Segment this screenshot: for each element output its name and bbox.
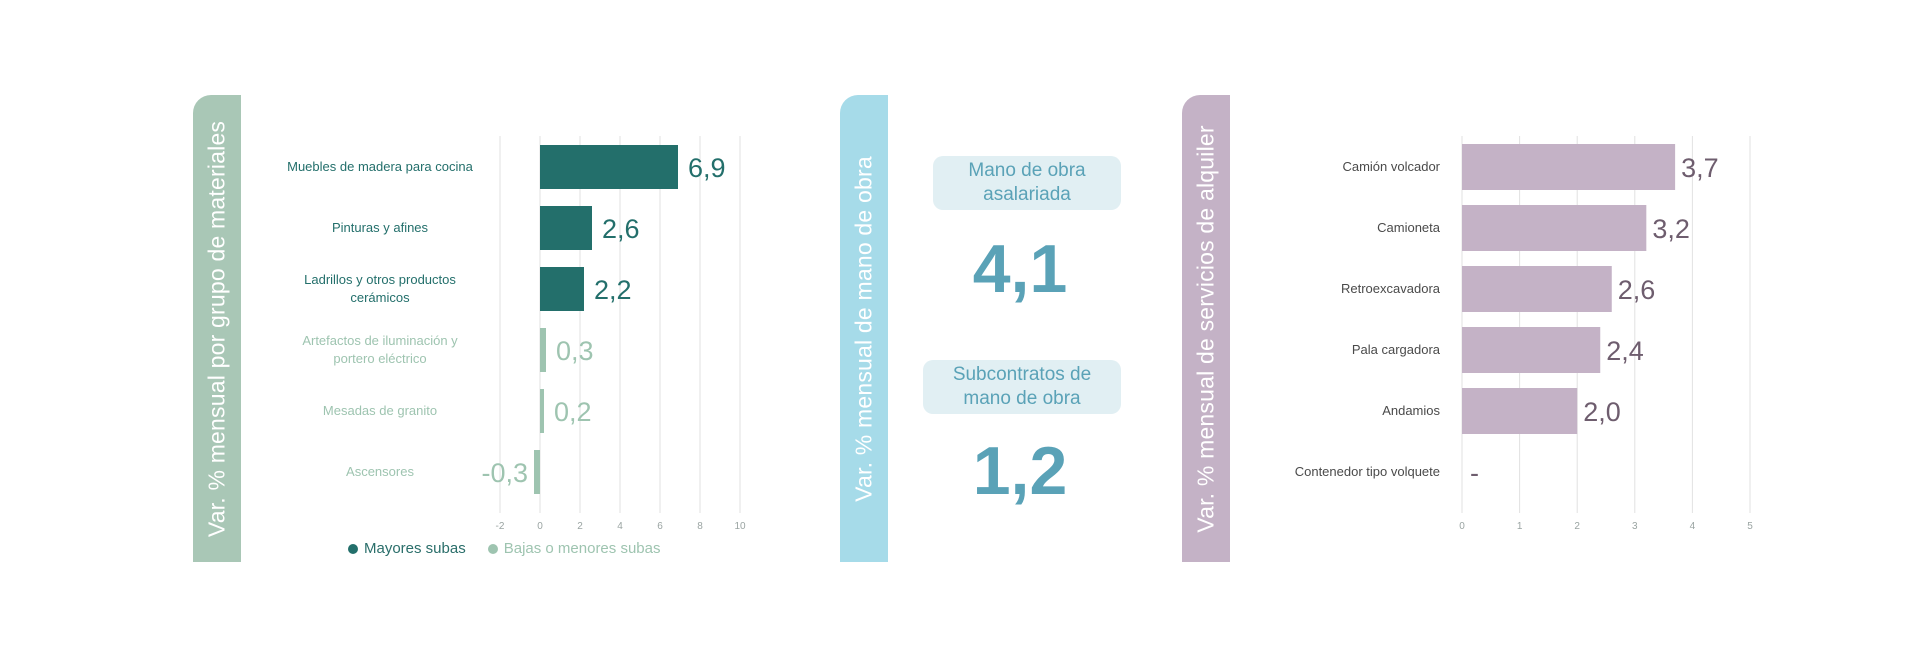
- materials-bar: [534, 450, 540, 494]
- rental-panel-title: Var. % mensual de servicios de alquiler: [1192, 124, 1219, 533]
- materials-value-label: 0,2: [554, 397, 592, 427]
- materials-value-label: 2,6: [602, 214, 640, 244]
- rental-panel-tab: Var. % mensual de servicios de alquiler: [1182, 95, 1230, 562]
- legend-dot-minor: [487, 543, 498, 554]
- materials-bar: [540, 328, 546, 372]
- materials-tick-label: 6: [657, 521, 663, 530]
- rental-category-label: Contenedor tipo volquete: [1294, 464, 1440, 479]
- rental-value-label: 2,0: [1583, 397, 1621, 427]
- materials-panel-tab: Var. % mensual por grupo de materiales: [193, 95, 241, 562]
- rental-bar: [1462, 388, 1578, 434]
- materials-panel-title: Var. % mensual por grupo de materiales: [203, 120, 230, 537]
- materials-value-label: 6,9: [688, 153, 726, 183]
- materials-bar-chart: -2 0 2 4 6 8 10 6,9 2,6 2,2 0,3 0,2 -0,3: [481, 136, 746, 530]
- rental-category-label: Camión volcador: [1342, 159, 1440, 174]
- rental-value-label: 3,2: [1652, 214, 1690, 244]
- materials-category-label: Muebles de madera para cocina: [287, 159, 473, 174]
- materials-category-label: Ascensores: [346, 464, 414, 479]
- rental-tick-label: 5: [1747, 521, 1753, 530]
- materials-tick-label: 8: [697, 521, 703, 530]
- rental-value-label: -: [1470, 458, 1479, 488]
- labor-panel-title: Var. % mensual de mano de obra: [850, 155, 877, 502]
- materials-category-label: Artefactos de iluminación y portero eléct…: [302, 333, 458, 366]
- rental-tick-label: 3: [1632, 521, 1638, 530]
- rental-category-label: Andamios: [1382, 403, 1440, 418]
- legend-item-major: Mayores subas: [348, 540, 466, 557]
- materials-value-label: -0,3: [481, 458, 528, 488]
- rental-bar: [1462, 327, 1601, 373]
- materials-tick-label: 2: [577, 521, 583, 530]
- materials-bar: [540, 267, 584, 311]
- materials-tick-label: 0: [537, 521, 543, 530]
- materials-value-label: 0,3: [556, 336, 594, 366]
- legend-dot-major: [348, 543, 358, 554]
- legend-label-major: Mayores subas: [364, 540, 466, 557]
- materials-category-label: Mesadas de granito: [322, 403, 438, 418]
- rental-bar-chart: 0 1 2 3 4 5 3,7 3,2 2,6 2,4 2,0 -: [1459, 136, 1753, 530]
- materials-bar: [540, 145, 678, 189]
- rental-category-label: Retroexcavadora: [1341, 281, 1440, 296]
- rental-tick-label: 1: [1517, 521, 1523, 530]
- rental-bar: [1462, 266, 1612, 312]
- rental-tick-label: 4: [1690, 521, 1696, 530]
- rental-category-label: Camioneta: [1377, 220, 1440, 235]
- materials-bar: [540, 389, 544, 433]
- rental-value-label: 2,6: [1618, 275, 1656, 305]
- salaried-labor-label: Mano de obra asalariada: [933, 156, 1121, 210]
- rental-category-label: Pala cargadora: [1351, 342, 1440, 357]
- rental-tick-label: 0: [1459, 521, 1465, 530]
- subcontract-labor-label: Subcontratos de mano de obra: [923, 360, 1121, 414]
- materials-category-label: Ladrillos y otros productos cerámicos: [304, 272, 456, 305]
- labor-panel-tab: Var. % mensual de mano de obra: [840, 95, 888, 562]
- rental-tick-label: 2: [1574, 521, 1580, 530]
- materials-value-label: 2,2: [594, 275, 632, 305]
- salaried-labor-value: 4,1: [972, 231, 1068, 307]
- subcontract-labor-value: 1,2: [972, 433, 1068, 509]
- rental-value-label: 3,7: [1681, 153, 1719, 183]
- legend-item-minor: Bajas o menores subas: [487, 540, 661, 557]
- rental-value-label: 2,4: [1606, 336, 1644, 366]
- materials-tick-label: 10: [734, 521, 746, 530]
- materials-bar: [540, 206, 592, 250]
- rental-bar: [1462, 144, 1676, 190]
- materials-tick-label: -2: [496, 521, 505, 530]
- rental-bar: [1462, 205, 1647, 251]
- materials-legend: Mayores subas Bajas o menores subas: [348, 540, 660, 557]
- materials-category-label: Pinturas y afines: [331, 220, 429, 235]
- legend-label-minor: Bajas o menores subas: [503, 540, 661, 557]
- materials-tick-label: 4: [617, 521, 623, 530]
